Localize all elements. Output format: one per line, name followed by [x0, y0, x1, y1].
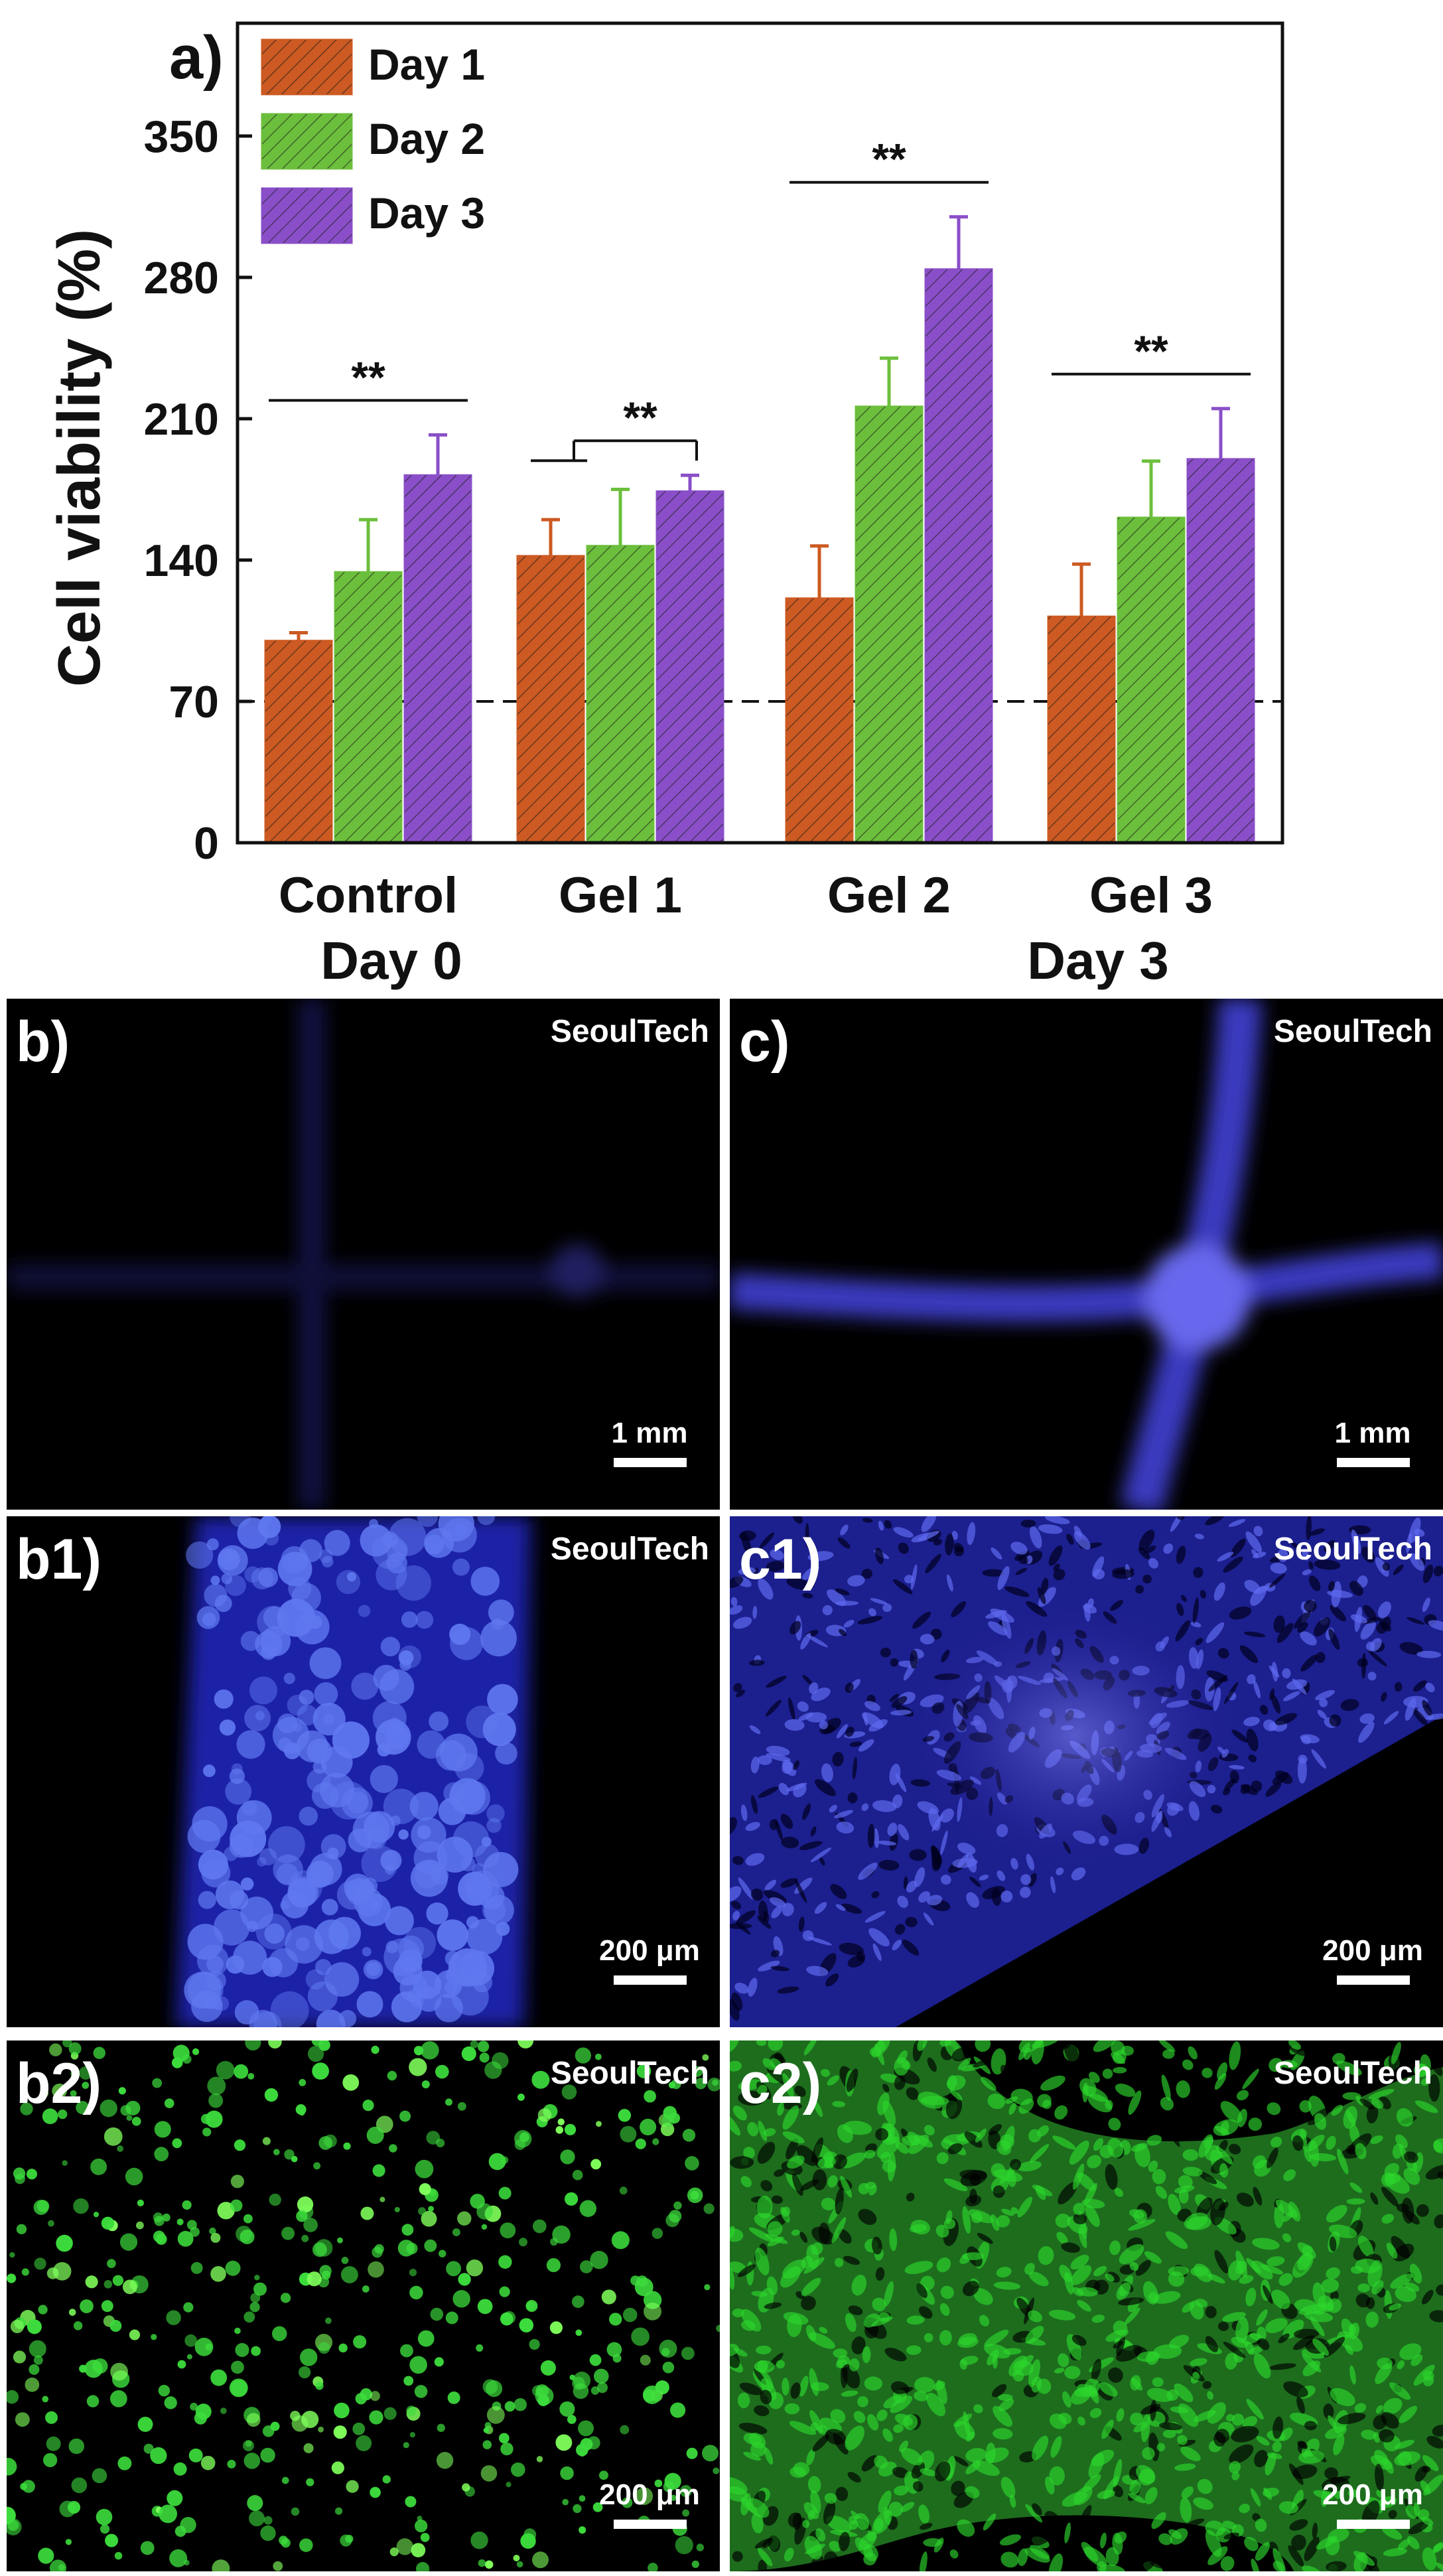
bar-chart: a) Cell viability (%) 0 70 140 210 280 350 Con… — [46, 21, 1284, 990]
scale-bar — [1337, 1975, 1410, 1985]
watermark: SeoulTech — [1273, 2056, 1432, 2091]
x-tick-label: Gel 1 — [559, 867, 682, 924]
micrograph-image — [730, 2040, 1443, 2571]
micrograph-image — [7, 999, 720, 1510]
bar-hatch — [786, 598, 853, 843]
scale-bar-label: 200 μm — [599, 2478, 700, 2511]
bar-hatch — [856, 406, 922, 843]
micrograph-c1: c1) SeoulTech 200 μm — [730, 1516, 1443, 2027]
scale-bar — [614, 2520, 687, 2529]
micrograph-b: b) SeoulTech 1 mm — [7, 999, 720, 1510]
bar-hatch — [1188, 459, 1254, 843]
chart-panel-label: a) — [169, 24, 224, 92]
scale-bar-label: 200 μm — [599, 1934, 700, 1967]
scale-bar — [614, 1975, 687, 1985]
y-tick-label: 140 — [144, 536, 219, 586]
bar-hatch — [335, 572, 401, 843]
legend-label: Day 1 — [368, 40, 485, 89]
y-tick-label: 70 — [169, 677, 219, 727]
watermark: SeoulTech — [550, 1532, 709, 1567]
bar-hatch — [265, 640, 332, 843]
micrograph-panel-label: b2) — [16, 2052, 102, 2115]
bar-hatch — [1048, 616, 1115, 843]
day-label: Day 0 — [320, 931, 462, 990]
scale-bar-label: 200 μm — [1322, 1934, 1423, 1967]
y-axis-label: Cell viability (%) — [46, 229, 113, 687]
micrograph-panel-label: c2) — [739, 2052, 822, 2115]
scale-bar — [614, 1458, 687, 1467]
y-tick-label: 0 — [194, 818, 219, 869]
watermark: SeoulTech — [1273, 1532, 1432, 1567]
micrograph-image — [7, 2040, 720, 2571]
micrograph-panel-label: c1) — [739, 1528, 822, 1591]
micrograph-c: c) SeoulTech 1 mm — [730, 999, 1443, 1510]
micrograph-panel-label: b1) — [16, 1528, 102, 1591]
x-tick-label: Gel 3 — [1089, 867, 1213, 924]
watermark: SeoulTech — [1273, 1014, 1432, 1049]
significance-label: ** — [872, 135, 906, 184]
scale-bar — [1337, 1458, 1410, 1467]
micrograph-b2: b2) SeoulTech 200 μm — [7, 2040, 720, 2571]
micrograph-image — [730, 999, 1443, 1510]
significance-label: ** — [351, 352, 385, 401]
y-tick-label: 280 — [144, 253, 219, 303]
bar-hatch — [1118, 518, 1184, 843]
scale-bar-label: 1 mm — [1334, 1417, 1411, 1449]
legend-swatch-hatch — [262, 114, 352, 169]
significance-label: ** — [623, 393, 657, 442]
legend-label: Day 3 — [368, 188, 485, 238]
y-tick-label: 210 — [144, 394, 219, 445]
micrograph-panel-label: c) — [739, 1010, 790, 1074]
bar-hatch — [657, 491, 723, 843]
y-tick-label: 350 — [144, 111, 219, 162]
legend-label: Day 2 — [368, 114, 485, 163]
x-tick-label: Control — [279, 867, 458, 924]
day-label: Day 3 — [1027, 931, 1168, 990]
legend-swatch-hatch — [262, 188, 352, 243]
scale-bar-label: 1 mm — [611, 1417, 688, 1449]
bar-hatch — [517, 555, 584, 843]
bar-hatch — [587, 545, 653, 843]
micrograph-b1: b1) SeoulTech 200 μm — [7, 1516, 720, 2027]
plot-frame — [236, 21, 1284, 845]
micrograph-c2: c2) SeoulTech 200 μm — [730, 2040, 1443, 2571]
legend-swatch-hatch — [262, 40, 352, 94]
micrograph-image — [7, 1516, 720, 2027]
bar-hatch — [926, 269, 992, 843]
significance-label: ** — [1134, 326, 1168, 376]
watermark: SeoulTech — [550, 1014, 709, 1049]
bar-hatch — [405, 475, 471, 843]
scale-bar — [1337, 2520, 1410, 2529]
x-tick-label: Gel 2 — [827, 867, 951, 924]
micrograph-panel-label: b) — [16, 1010, 70, 1074]
micrograph-image — [730, 1516, 1443, 2027]
watermark: SeoulTech — [550, 2056, 709, 2091]
scale-bar-label: 200 μm — [1322, 2478, 1423, 2511]
